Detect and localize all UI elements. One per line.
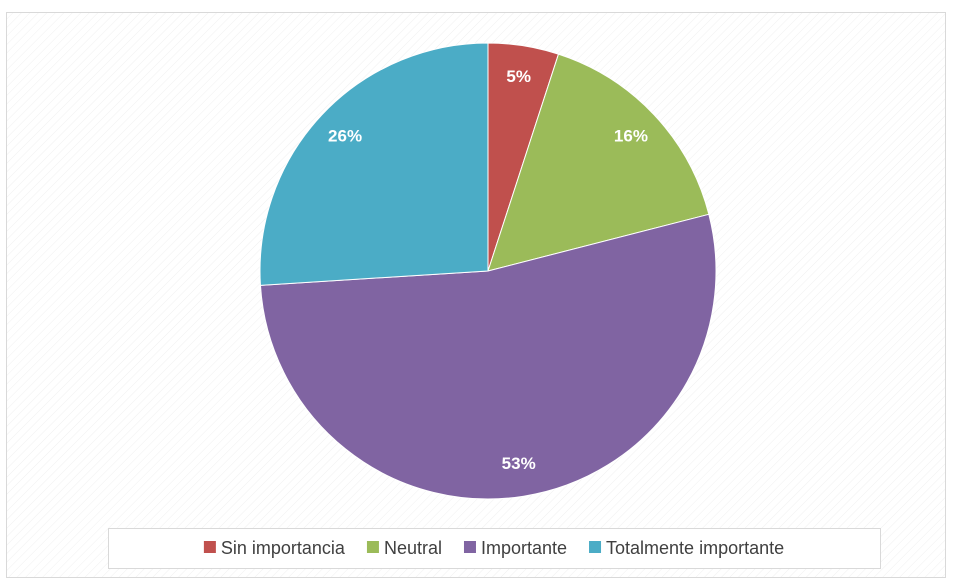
legend: Sin importancia Neutral Importante Totalmen… [203,538,784,558]
legend-swatch [366,541,379,553]
pie-slice [259,42,489,286]
legend-swatch [203,541,216,553]
slice-label: 26% [328,126,362,145]
slice-label: 53% [502,454,536,473]
legend-box [108,528,881,569]
pie-slice [259,213,717,500]
legend-label: Totalmente importante [606,538,784,558]
legend-label: Importante [481,538,567,558]
legend-swatch [589,541,602,553]
slice-label: 16% [614,126,648,145]
pie-slice [487,53,710,272]
slice-label: 5% [506,67,531,86]
legend-label: Neutral [384,538,442,558]
legend-swatch [463,541,476,553]
legend-label: Sin importancia [221,538,346,558]
pie: 5% 16% 53% 26% [259,42,717,500]
